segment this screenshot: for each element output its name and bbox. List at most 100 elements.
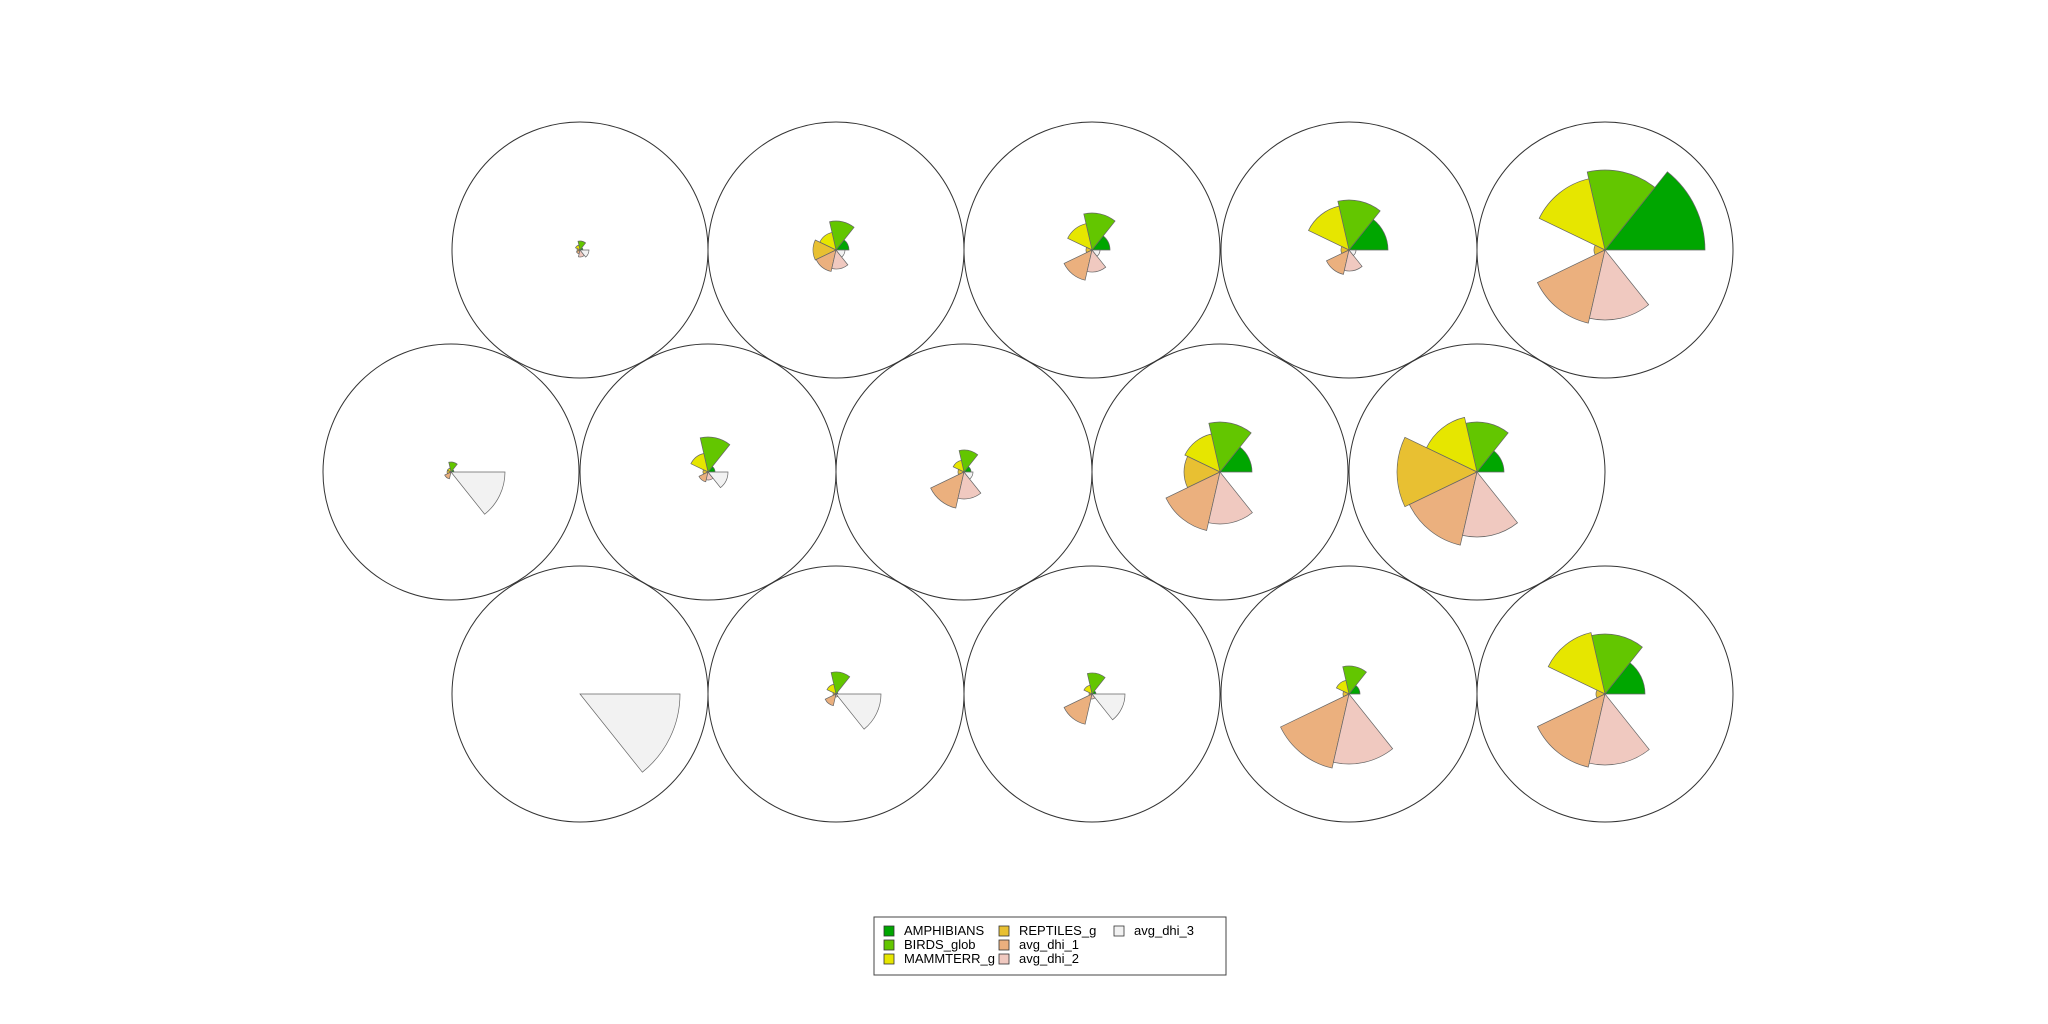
sector-avg-dhi-1 (1408, 471, 1478, 546)
glyph-outline-circle (1476, 565, 1734, 823)
sector-avg-dhi-3 (1091, 693, 1126, 721)
sector-avg-dhi-2 (1588, 693, 1650, 766)
sector-reptiles-g (1396, 436, 1478, 508)
sector-avg-dhi-3 (1348, 249, 1357, 256)
sector-avg-dhi-2 (1462, 471, 1519, 538)
sector-birds-glob (1337, 199, 1381, 251)
sector-birds-glob (1342, 665, 1367, 695)
sector-mammterr-g (575, 244, 581, 251)
sector-avg-dhi-1 (1326, 249, 1350, 275)
sector-avg-dhi-3 (450, 471, 506, 515)
sector-birds-glob (1083, 212, 1116, 251)
sector-avg-dhi-2 (1208, 471, 1253, 525)
sector-birds-glob (577, 240, 587, 251)
sector-avg-dhi-1 (1536, 693, 1606, 768)
glyph-6 (322, 343, 580, 601)
glyph-14 (1220, 565, 1478, 823)
glyph-15 (1476, 565, 1734, 823)
glyph-12 (707, 565, 965, 823)
legend-label: MAMMTERR_g (904, 951, 995, 966)
glyph-2 (707, 121, 965, 379)
sector-avg-dhi-1 (930, 471, 965, 509)
sector-avg-dhi-2 (831, 249, 849, 270)
sector-avg-dhi-3 (835, 693, 882, 730)
glyph-layer (322, 121, 1734, 823)
sector-mammterr-g (1307, 205, 1350, 251)
sector-avg-dhi-1 (1063, 249, 1093, 281)
sector-reptiles-g (812, 239, 837, 261)
sector-avg-dhi-1 (1063, 693, 1093, 725)
sector-avg-dhi-3 (1091, 249, 1101, 257)
sector-avg-dhi-3 (579, 249, 590, 258)
sector-mammterr-g (952, 459, 965, 473)
glyph-7 (579, 343, 837, 601)
sector-avg-dhi-1 (824, 693, 837, 707)
sector-birds-glob (448, 461, 458, 473)
sector-mammterr-g (1426, 416, 1478, 473)
sector-birds-glob (958, 449, 979, 473)
sector-amphibians (1604, 171, 1706, 251)
legend-label: avg_dhi_3 (1134, 923, 1194, 938)
glyph-outline-circle (1091, 343, 1349, 601)
glyph-outline-circle (1476, 121, 1734, 379)
sector-avg-dhi-2 (957, 471, 982, 500)
legend-label: AMPHIBIANS (904, 923, 985, 938)
sector-avg-dhi-2 (1086, 249, 1107, 273)
sector-mammterr-g (1067, 223, 1093, 251)
sector-birds-glob (699, 436, 731, 473)
sector-avg-dhi-3 (707, 471, 729, 489)
glyph-11 (451, 565, 709, 823)
glyph-outline-circle (963, 565, 1221, 823)
glyph-outline-circle (963, 121, 1221, 379)
sector-avg-dhi-1 (815, 249, 837, 272)
legend-box (873, 916, 1227, 976)
sector-mammterr-g (1547, 632, 1606, 695)
glyph-outline-circle (322, 343, 580, 601)
legend-swatch (998, 953, 1010, 965)
glyph-1 (451, 121, 709, 379)
sector-avg-dhi-2 (1333, 693, 1394, 765)
legend-label: avg_dhi_1 (1019, 937, 1079, 952)
sector-avg-dhi-1 (1280, 693, 1350, 769)
glyph-9 (1091, 343, 1349, 601)
legend-label: avg_dhi_2 (1019, 951, 1079, 966)
sector-mammterr-g (1335, 679, 1350, 695)
sector-avg-dhi-3 (835, 249, 846, 258)
glyph-outline-circle (1348, 343, 1606, 601)
sector-birds-glob (830, 671, 851, 695)
legend-swatch (883, 939, 895, 951)
legend-swatch (998, 939, 1010, 951)
legend-swatch (883, 953, 895, 965)
sector-mammterr-g (826, 683, 837, 695)
glyph-5 (1476, 121, 1734, 379)
legend-swatch (998, 925, 1010, 937)
glyph-8 (835, 343, 1093, 601)
glyph-3 (963, 121, 1221, 379)
sector-avg-dhi-2 (1589, 249, 1650, 321)
glyph-10 (1348, 343, 1606, 601)
sector-avg-dhi-3 (963, 471, 974, 480)
legend-swatch (1113, 925, 1125, 937)
sector-birds-glob (1591, 633, 1643, 695)
sector-birds-glob (1586, 169, 1656, 251)
sector-mammterr-g (1083, 684, 1093, 695)
legend-label: REPTILES_g (1019, 923, 1096, 938)
sector-birds-glob (1208, 421, 1252, 473)
sector-avg-dhi-1 (1165, 471, 1221, 531)
sector-avg-dhi-2 (1343, 249, 1363, 272)
sector-avg-dhi-1 (1536, 249, 1606, 324)
sector-birds-glob (1086, 672, 1106, 695)
sector-birds-glob (829, 220, 855, 251)
sector-avg-dhi-1 (444, 471, 452, 480)
sector-mammterr-g (1184, 433, 1221, 473)
sector-mammterr-g (1538, 178, 1606, 251)
glyph-4 (1220, 121, 1478, 379)
sector-avg-dhi-1 (698, 471, 709, 483)
sector-avg-dhi-3 (579, 693, 681, 773)
legend-label: BIRDS_glob (904, 937, 976, 952)
sector-mammterr-g (690, 453, 709, 473)
glyph-13 (963, 565, 1221, 823)
